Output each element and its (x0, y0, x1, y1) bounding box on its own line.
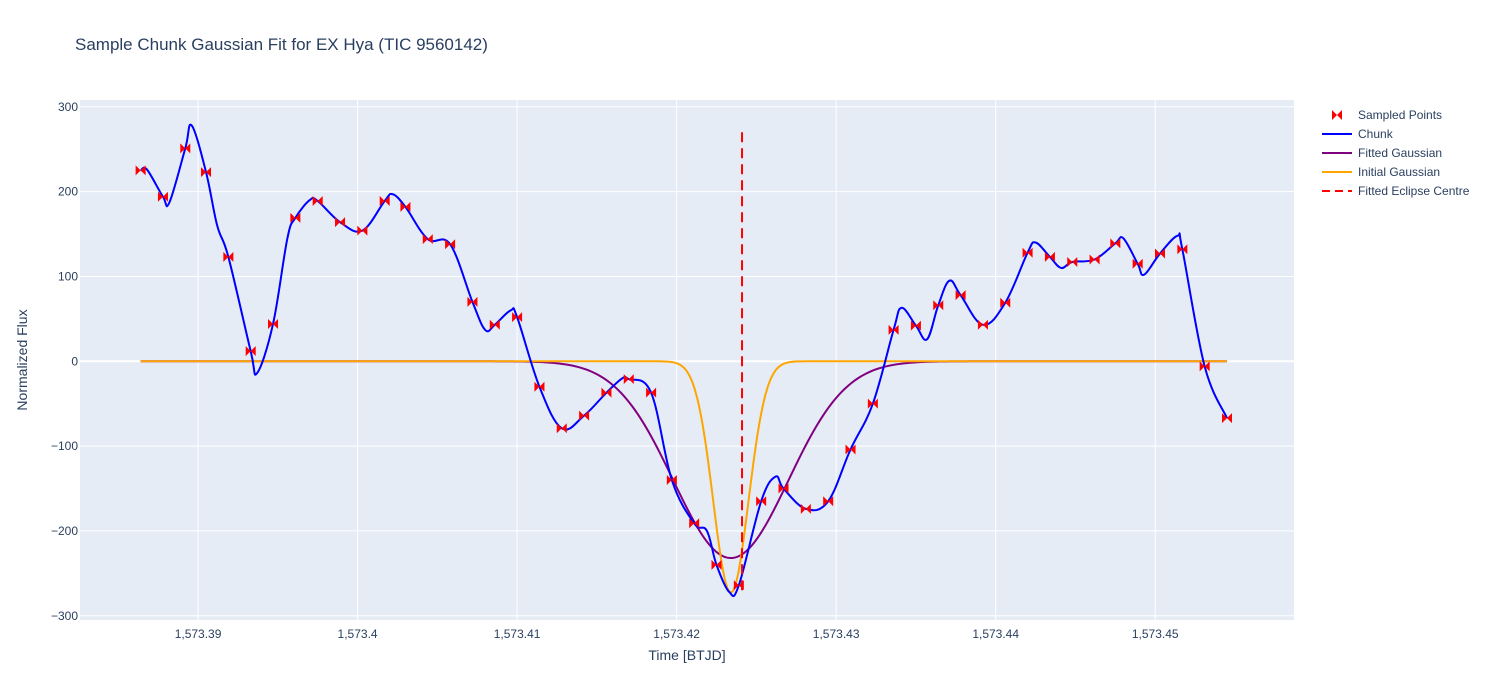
x-axis-title: Time [BTJD] (648, 647, 725, 663)
sampled-point-marker[interactable] (201, 167, 212, 178)
sampled-point-marker[interactable] (800, 503, 811, 514)
sampled-point-marker[interactable] (1089, 254, 1100, 265)
y-tick-label: 300 (58, 100, 78, 114)
sampled-point-marker[interactable] (290, 212, 301, 223)
sampled-point-marker[interactable] (733, 580, 744, 591)
initial-gaussian-line[interactable] (140, 360, 1227, 594)
y-tick-label: −200 (51, 524, 78, 538)
y-tick-label: 0 (71, 354, 78, 368)
legend-item[interactable]: Fitted Gaussian (1322, 146, 1442, 160)
sampled-point-marker[interactable] (357, 225, 368, 236)
y-tick-label: −300 (51, 609, 78, 623)
sampled-point-marker[interactable] (666, 475, 677, 486)
sampled-point-marker[interactable] (845, 444, 856, 455)
legend-label: Fitted Gaussian (1358, 146, 1442, 160)
sampled-point-marker[interactable] (135, 165, 146, 176)
y-tick-label: −100 (51, 439, 78, 453)
sampled-point-marker[interactable] (1177, 244, 1188, 255)
sampled-point-marker[interactable] (379, 195, 390, 206)
x-tick-label: 1,573.44 (972, 627, 1019, 641)
x-tick-label: 1,573.42 (653, 627, 700, 641)
sampled-point-marker[interactable] (933, 300, 944, 311)
sampled-point-marker[interactable] (400, 201, 411, 212)
sampled-point-marker[interactable] (1000, 297, 1011, 308)
sampled-point-marker[interactable] (910, 320, 921, 331)
sampled-point-marker[interactable] (778, 483, 789, 494)
sampled-point-marker[interactable] (623, 374, 634, 385)
x-tick-label: 1,573.43 (813, 627, 860, 641)
legend-label: Chunk (1358, 127, 1394, 141)
sampled-point-marker[interactable] (756, 496, 767, 507)
sampled-point-marker[interactable] (867, 398, 878, 409)
sampled-point-marker[interactable] (512, 312, 523, 323)
sampled-point-marker[interactable] (579, 410, 590, 421)
sampled-point-marker[interactable] (711, 559, 722, 570)
sampled-point-marker[interactable] (646, 387, 657, 398)
x-axis-ticks: 1,573.39 1,573.4 1,573.41 1,573.42 1,573.43 1… (175, 627, 1179, 641)
legend-item[interactable]: Chunk (1322, 127, 1394, 141)
sampled-point-marker[interactable] (1022, 247, 1033, 258)
sampled-point-marker[interactable] (977, 319, 988, 330)
sampled-point-marker[interactable] (1221, 413, 1232, 424)
x-tick-label: 1,573.4 (338, 627, 378, 641)
plot-area[interactable] (80, 100, 1294, 620)
y-axis-title: Normalized Flux (14, 309, 30, 410)
chart-title: Sample Chunk Gaussian Fit for EX Hya (TI… (75, 35, 488, 54)
sampled-point-marker[interactable] (823, 496, 834, 507)
sampled-point-marker[interactable] (312, 195, 323, 206)
legend-label: Initial Gaussian (1358, 165, 1440, 179)
sampled-point-marker[interactable] (335, 217, 346, 228)
legend-item[interactable]: Sampled Points (1332, 108, 1442, 122)
y-tick-label: 200 (58, 185, 78, 199)
sampled-point-marker[interactable] (422, 234, 433, 245)
x-tick-label: 1,573.41 (494, 627, 541, 641)
legend-label: Fitted Eclipse Centre (1358, 184, 1470, 198)
y-axis-ticks: −300 −200 −100 0 100 200 300 (51, 100, 78, 623)
sampled-point-marker[interactable] (1199, 361, 1210, 372)
sampled-point-marker[interactable] (1154, 248, 1165, 259)
sampled-point-marker[interactable] (245, 346, 256, 357)
legend-swatch (1332, 110, 1342, 120)
sampled-point-marker[interactable] (268, 318, 279, 329)
sampled-point-marker[interactable] (1067, 257, 1078, 268)
sampled-point-marker[interactable] (223, 251, 234, 262)
sampled-point-marker[interactable] (689, 518, 700, 529)
chunk-line[interactable] (140, 123, 1228, 598)
grid-lines (80, 100, 1294, 620)
sampled-point-marker[interactable] (556, 423, 567, 434)
sampled-point-marker[interactable] (1044, 251, 1055, 262)
sampled-point-marker[interactable] (467, 296, 478, 307)
sampled-point-marker[interactable] (601, 387, 612, 398)
sampled-point-marker[interactable] (445, 239, 456, 250)
sampled-point-marker[interactable] (534, 381, 545, 392)
x-tick-label: 1,573.39 (175, 627, 222, 641)
legend: Sampled Points Chunk Fitted Gaussian Initia… (1322, 108, 1470, 198)
sampled-point-marker[interactable] (955, 290, 966, 301)
sampled-point-marker[interactable] (1132, 258, 1143, 269)
sampled-point-marker[interactable] (1110, 238, 1121, 249)
legend-label: Sampled Points (1358, 108, 1442, 122)
legend-item[interactable]: Initial Gaussian (1322, 165, 1440, 179)
y-tick-label: 100 (58, 269, 78, 283)
sampled-point-marker[interactable] (489, 319, 500, 330)
sampled-point-marker[interactable] (180, 143, 191, 154)
sampled-point-marker[interactable] (157, 191, 168, 202)
legend-item[interactable]: Fitted Eclipse Centre (1322, 184, 1470, 198)
x-tick-label: 1,573.45 (1132, 627, 1179, 641)
series-layer (135, 123, 1232, 598)
sampled-point-marker[interactable] (888, 324, 899, 335)
